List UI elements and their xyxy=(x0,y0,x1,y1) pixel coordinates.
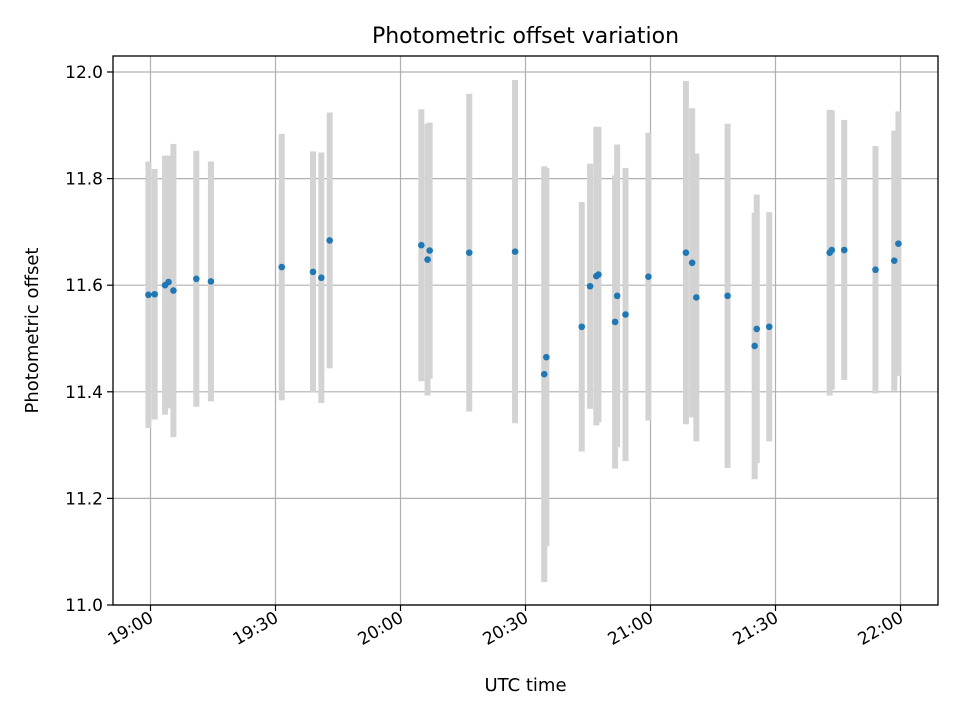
x-axis-ticks: 19:00 19:30 20:00 20:30 21:00 21:30 22:00 xyxy=(105,605,907,650)
data-point xyxy=(465,249,473,256)
data-point xyxy=(693,294,700,301)
y-axis-label: Photometric offset xyxy=(22,248,43,414)
grid xyxy=(113,56,938,606)
x-tick-label: 20:00 xyxy=(355,608,407,650)
chart-title: Photometric offset variation xyxy=(372,24,679,49)
data-point xyxy=(611,318,619,326)
data-point xyxy=(751,342,758,350)
y-tick-label: 11.6 xyxy=(65,276,103,296)
y-tick-label: 12.0 xyxy=(65,63,103,83)
data-point xyxy=(193,275,200,283)
x-tick-label: 21:00 xyxy=(605,608,657,650)
data-point xyxy=(278,263,286,271)
data-point xyxy=(872,266,879,274)
data-point xyxy=(595,271,602,278)
data-point xyxy=(543,353,550,361)
data-point xyxy=(424,256,431,263)
data-point xyxy=(207,278,215,285)
error-bars xyxy=(145,79,902,583)
data-point xyxy=(840,246,848,254)
data-point xyxy=(724,292,731,300)
data-point xyxy=(828,246,836,254)
y-tick-label: 11.4 xyxy=(65,383,103,403)
x-tick-label: 19:00 xyxy=(105,608,157,650)
data-point xyxy=(511,248,519,255)
data-point xyxy=(645,273,652,280)
y-tick-label: 11.8 xyxy=(65,170,103,190)
y-axis-ticks: 11.0 11.2 11.4 11.6 11.8 12.0 xyxy=(65,63,113,616)
data-point xyxy=(765,323,773,331)
y-tick-label: 11.2 xyxy=(65,489,103,509)
data-point xyxy=(151,290,158,298)
data-point xyxy=(753,325,761,333)
data-point xyxy=(895,240,902,247)
data-points xyxy=(145,237,902,378)
data-point xyxy=(622,311,629,318)
x-tick-label: 22:00 xyxy=(855,608,907,650)
x-tick-label: 19:30 xyxy=(230,608,282,650)
data-point xyxy=(165,278,172,286)
data-point xyxy=(170,287,177,294)
x-tick-label: 20:30 xyxy=(480,608,532,650)
data-point xyxy=(418,241,425,249)
data-point xyxy=(318,274,325,282)
data-point xyxy=(326,237,333,244)
data-point xyxy=(578,323,586,331)
y-tick-label: 11.0 xyxy=(65,596,103,616)
data-point xyxy=(586,282,594,290)
data-point xyxy=(309,268,317,276)
data-point xyxy=(145,291,152,299)
x-tick-label: 21:30 xyxy=(730,608,782,650)
data-point xyxy=(682,249,690,256)
data-point xyxy=(890,257,898,264)
data-point xyxy=(613,292,621,300)
x-axis-label: UTC time xyxy=(484,675,566,696)
data-point xyxy=(688,259,696,267)
data-point xyxy=(426,247,433,254)
data-point xyxy=(540,370,548,378)
